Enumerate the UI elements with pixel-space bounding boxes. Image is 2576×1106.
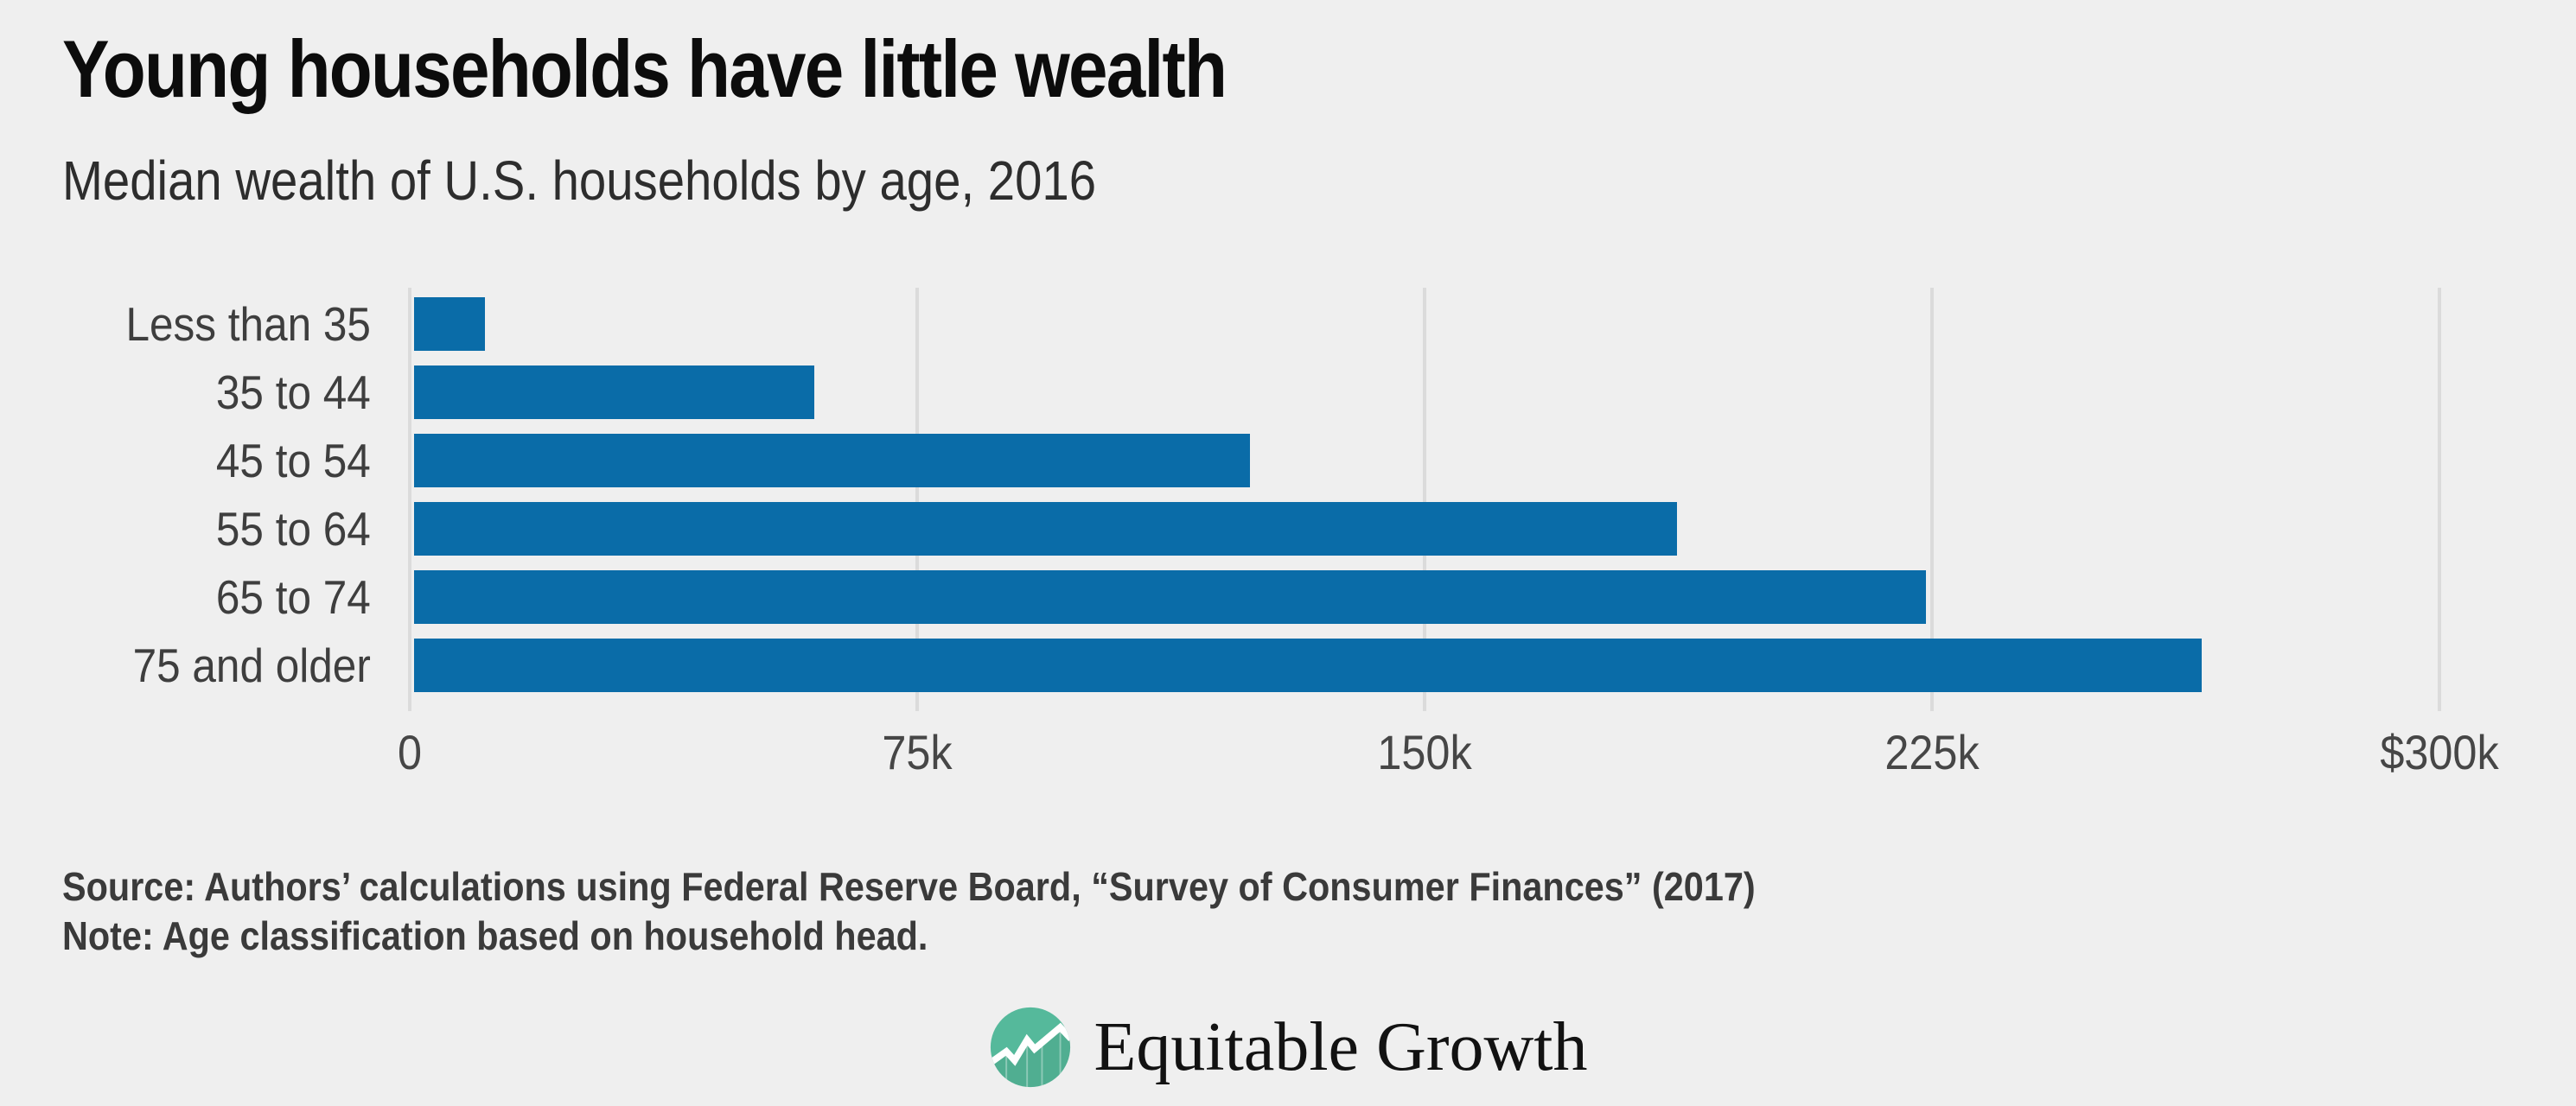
y-axis-label: Less than 35 <box>125 297 371 351</box>
bar-row <box>410 434 2439 487</box>
plot-area <box>408 288 2441 711</box>
bar-row <box>410 365 2439 419</box>
chart-subtitle: Median wealth of U.S. households by age,… <box>62 149 1097 212</box>
bar-row <box>410 570 2439 624</box>
source-note: Source: Authors’ calculations using Fede… <box>62 864 1756 909</box>
line-chart-circle-icon <box>989 1006 1072 1089</box>
x-axis-tick-label: 75k <box>882 725 953 779</box>
bar <box>414 570 1926 624</box>
gridline <box>1930 288 1934 711</box>
bar <box>414 502 1677 556</box>
bar <box>414 639 2202 692</box>
y-axis-label: 35 to 44 <box>216 365 371 419</box>
y-axis-label: 55 to 64 <box>216 502 371 556</box>
logo-wordmark: Equitable Growth <box>1094 1008 1588 1085</box>
y-axis-label: 65 to 74 <box>216 570 371 624</box>
y-axis: Less than 35 35 to 44 45 to 54 55 to 64 65 t… <box>0 288 393 711</box>
gridline <box>1423 288 1426 711</box>
x-axis: 0 75k 150k 225k $300k <box>398 724 2499 785</box>
gridline <box>915 288 919 711</box>
bar <box>414 434 1251 487</box>
bar <box>414 297 485 351</box>
equitable-growth-logo: Equitable Growth <box>0 1004 2576 1090</box>
bar <box>414 365 815 419</box>
source-note-block: Source: Authors’ calculations using Fede… <box>62 862 1943 961</box>
bar-row <box>410 502 2439 556</box>
gridline <box>2438 288 2441 711</box>
gridline <box>408 288 411 711</box>
x-axis-tick-label: $300k <box>2380 725 2499 779</box>
y-axis-label: 45 to 54 <box>216 434 371 487</box>
bar-row <box>410 297 2439 351</box>
note-text: Note: Age classification based on househ… <box>62 913 928 958</box>
x-axis-tick-label: 0 <box>397 725 423 779</box>
bar-row <box>410 639 2439 692</box>
y-axis-label: 75 and older <box>132 639 371 692</box>
x-axis-tick-label: 225k <box>1884 725 1980 779</box>
chart-title: Young households have little wealth <box>62 23 1227 114</box>
x-axis-tick-label: 150k <box>1377 725 1472 779</box>
